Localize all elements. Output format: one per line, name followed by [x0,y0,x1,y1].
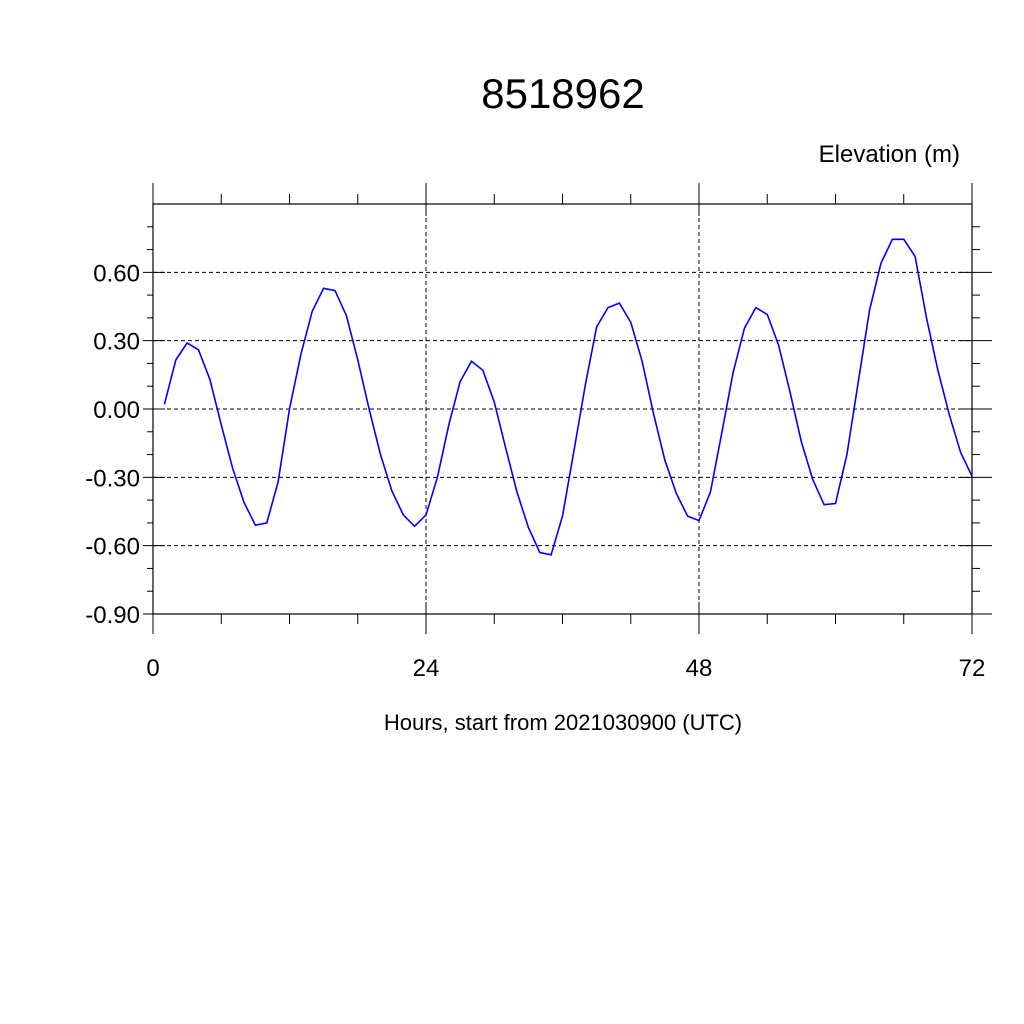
plot-frame [152,203,973,615]
y-tick-label: -0.30 [85,465,140,492]
chart-title: 8518962 [481,70,645,117]
y-tick-label: -0.90 [85,602,140,629]
x-tick-label: 72 [959,655,986,682]
y-tick-label: 0.00 [93,397,140,424]
x-axis-label: Hours, start from 2021030900 (UTC) [384,710,742,735]
x-tick-label: 24 [413,655,440,682]
y-tick-label: 0.30 [93,329,140,356]
y-tick-label: -0.60 [85,534,140,561]
y-axis-label: Elevation (m) [819,141,960,168]
series-line [163,238,973,556]
y-tick-label: 0.60 [93,260,140,287]
tick-labels: 0 24 48 72 -0.90 -0.60 -0.30 0.00 0.30 0.60 [85,260,985,682]
grid [152,204,973,615]
x-tick-label: 48 [686,655,713,682]
x-tick-label: 0 [146,655,159,682]
ticks [143,183,992,634]
